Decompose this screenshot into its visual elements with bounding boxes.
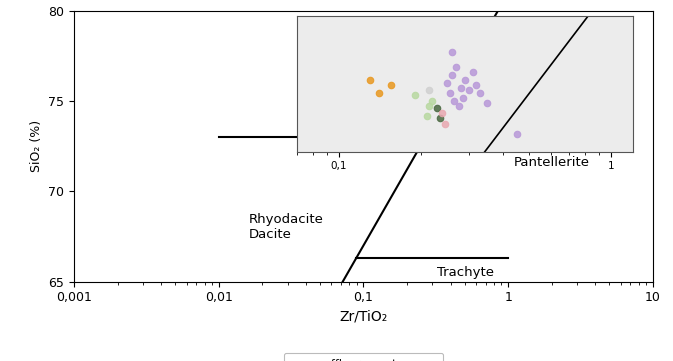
Text: Rhyolite: Rhyolite: [326, 49, 380, 62]
Text: Rhyodacite
Dacite: Rhyodacite Dacite: [248, 213, 323, 242]
Y-axis label: SiO₂ (%): SiO₂ (%): [30, 120, 43, 172]
Legend: 1, 2, 3, 4, 5, 6, 7, 8: 1, 2, 3, 4, 5, 6, 7, 8: [284, 353, 443, 361]
Text: Comendite
Pantellerite: Comendite Pantellerite: [513, 141, 590, 169]
X-axis label: Zr/TiO₂: Zr/TiO₂: [339, 310, 388, 324]
Text: Trachyte: Trachyte: [437, 266, 493, 279]
